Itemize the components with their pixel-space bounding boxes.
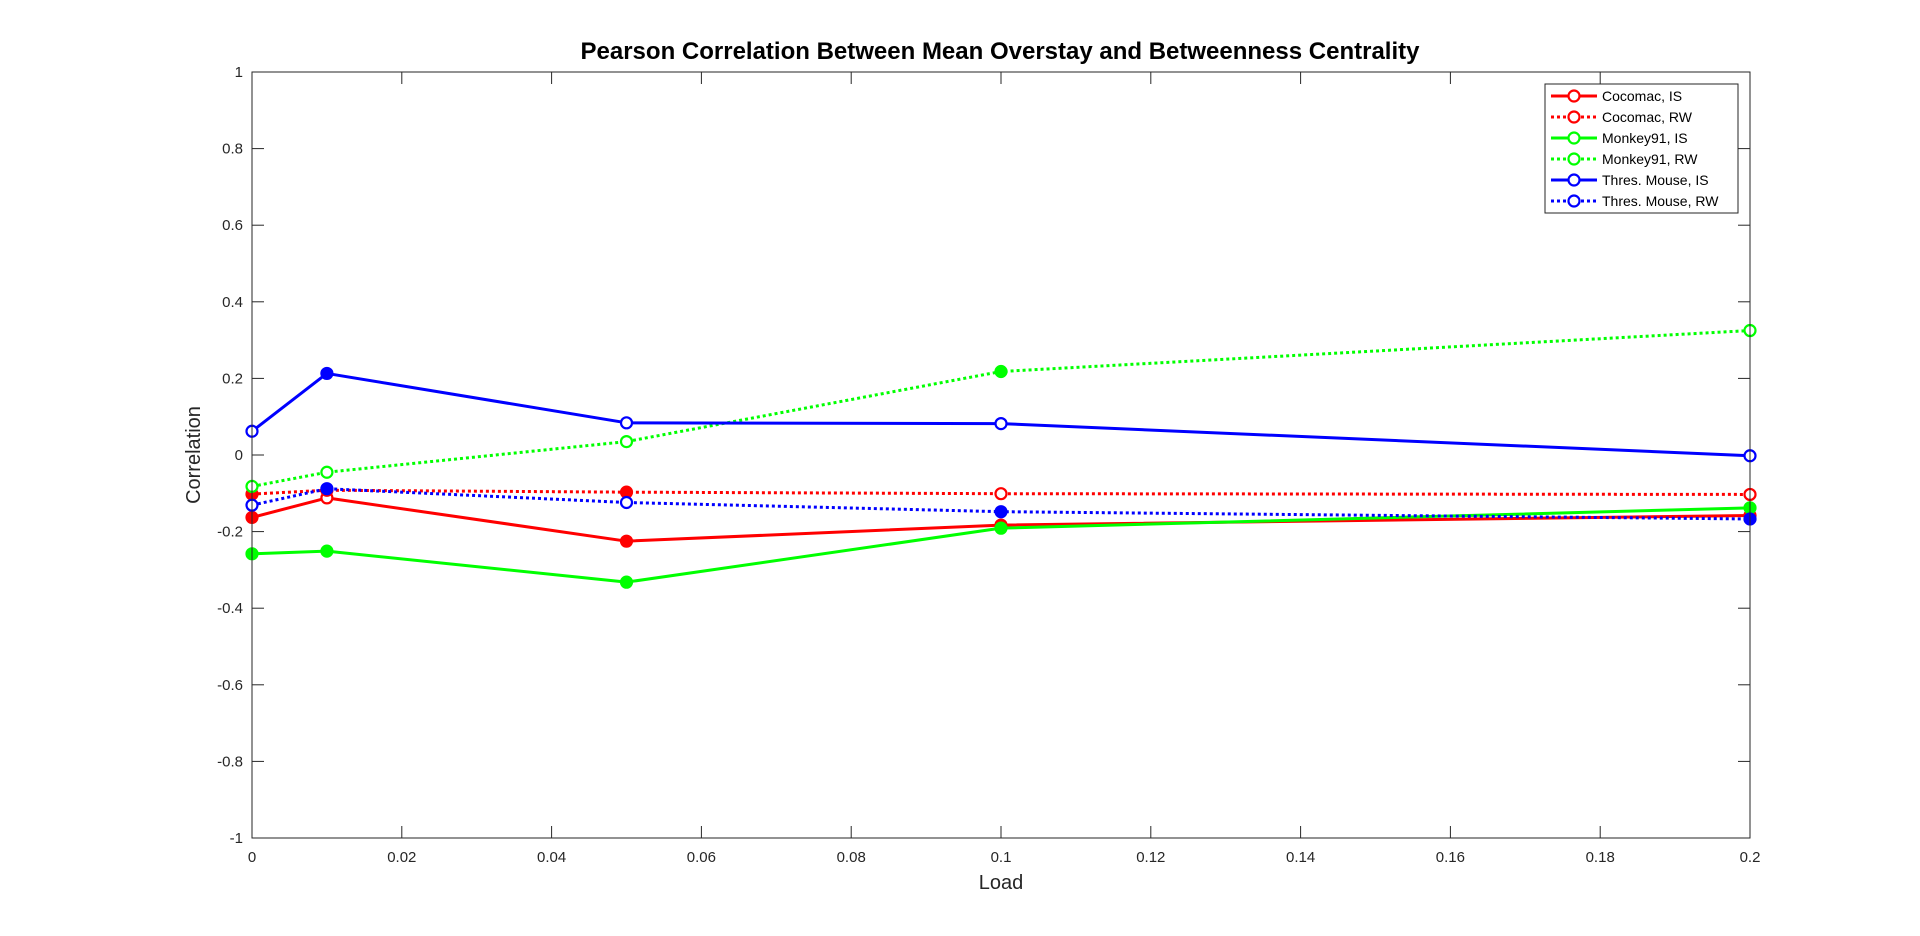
legend-label: Cocomac, IS: [1602, 88, 1682, 104]
legend-marker: [1567, 131, 1581, 145]
x-tick-label: 0.12: [1136, 849, 1165, 866]
y-tick-label: 0.2: [222, 370, 243, 387]
legend-label: Monkey91, IS: [1602, 130, 1688, 146]
data-point: [320, 366, 334, 381]
data-point: [994, 364, 1008, 379]
y-tick-label: -0.6: [217, 677, 243, 694]
legend-marker: [1567, 89, 1581, 103]
x-tick-label: 0: [248, 849, 256, 866]
x-tick-label: 0.16: [1436, 849, 1465, 866]
y-tick-label: 0.6: [222, 217, 243, 234]
x-tick-label: 0.04: [537, 849, 566, 866]
x-axis-title: Load: [979, 872, 1024, 894]
data-point: [619, 495, 634, 510]
legend-label: Thres. Mouse, IS: [1602, 172, 1709, 188]
data-point: [619, 534, 634, 548]
y-tick-label: 0.8: [222, 141, 243, 158]
legend-label: Cocomac, RW: [1602, 109, 1693, 125]
legend: Cocomac, IS Cocomac, RW Monkey91, IS Monkey…: [1544, 83, 1739, 214]
x-tick-label: 0.02: [387, 849, 416, 866]
y-tick-label: -0.2: [217, 524, 243, 541]
chart-title: Pearson Correlation Between Mean Oversta…: [581, 38, 1421, 65]
legend-marker: [1567, 110, 1581, 124]
y-tick-label: 1: [235, 64, 243, 81]
series-line: [251, 329, 1751, 488]
data-point: [320, 465, 334, 479]
series-group: [245, 323, 1757, 589]
x-tick-label: 0.18: [1586, 849, 1615, 866]
series-monkey91-is: [245, 501, 1757, 589]
legend-marker: [1567, 173, 1581, 187]
legend-marker: [1567, 194, 1581, 208]
data-point: [994, 487, 1008, 501]
y-tick-label: -0.4: [217, 600, 243, 617]
data-point: [994, 505, 1008, 519]
legend-label: Monkey91, RW: [1602, 151, 1698, 167]
axis-ticks: 0 0.02 0.04 0.06 0.08 0.1 0.12 0.14 0.16 0.18 0.2 -…: [217, 64, 1760, 866]
legend-label: Thres. Mouse, RW: [1602, 193, 1719, 209]
data-point: [320, 544, 334, 558]
y-tick-label: 0.4: [222, 294, 243, 311]
series-monkey91-rw: [245, 323, 1757, 494]
y-tick-label: -1: [230, 830, 243, 847]
plot-frame: [251, 71, 1751, 839]
legend-box: [1544, 83, 1739, 214]
data-point: [320, 482, 334, 496]
y-tick-label: -0.8: [217, 753, 243, 770]
data-point: [994, 416, 1008, 431]
x-tick-label: 0.06: [687, 849, 716, 866]
data-point: [619, 434, 634, 449]
plot-area: [252, 72, 1750, 838]
x-tick-label: 0.1: [991, 849, 1012, 866]
y-axis-title: Correlation: [183, 406, 205, 504]
data-point: [619, 575, 634, 589]
data-point: [994, 521, 1008, 535]
x-tick-label: 0.2: [1740, 849, 1761, 866]
data-point: [619, 416, 634, 430]
x-tick-label: 0.14: [1286, 849, 1315, 866]
series-thres-mouse-is: [245, 366, 1757, 463]
legend-marker: [1567, 152, 1581, 166]
x-tick-label: 0.08: [837, 849, 866, 866]
y-tick-label: 0: [235, 447, 243, 464]
